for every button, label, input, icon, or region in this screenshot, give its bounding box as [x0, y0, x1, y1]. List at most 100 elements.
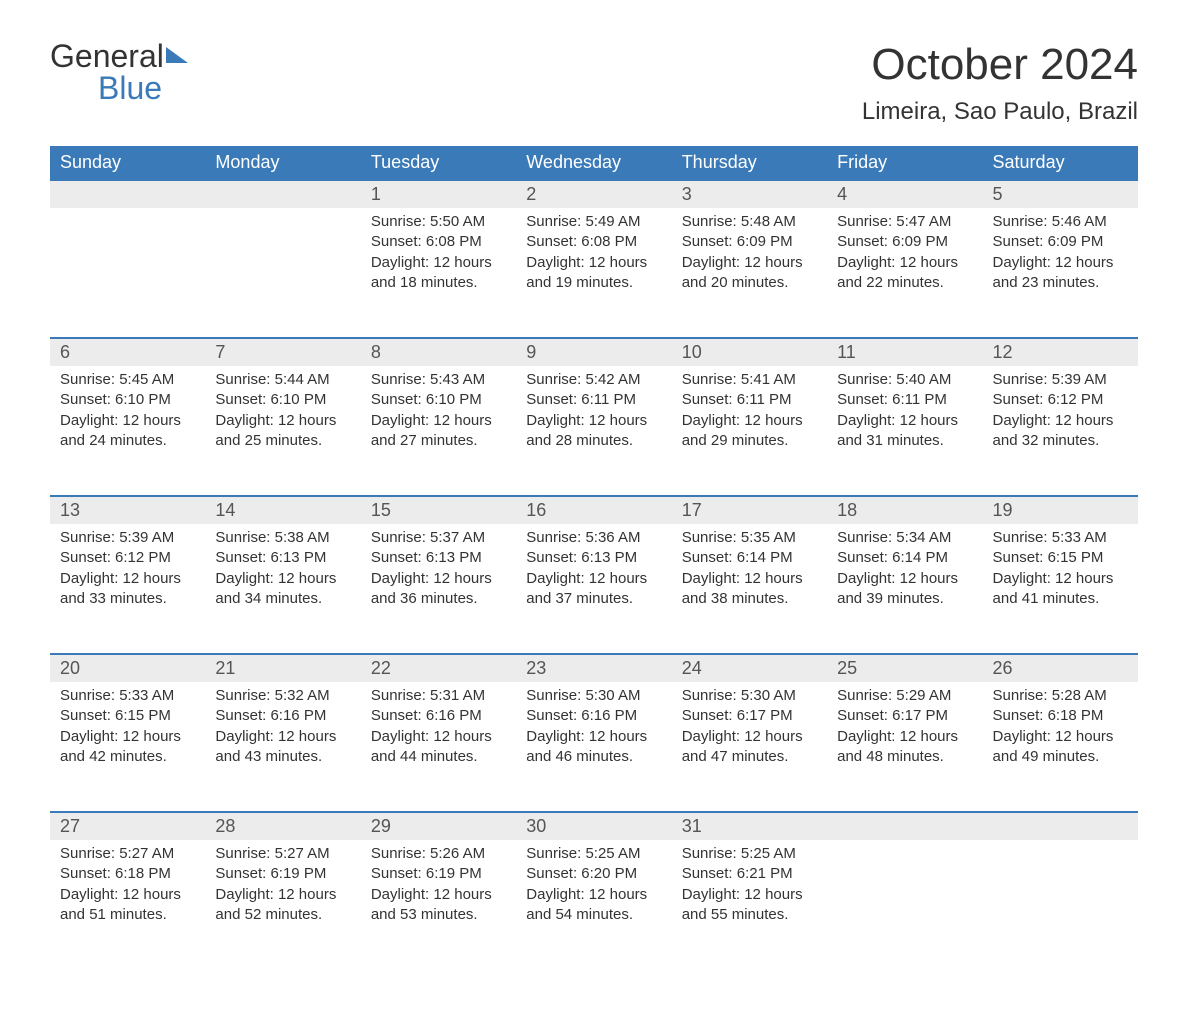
- daylight-text-1: Daylight: 12 hours: [682, 253, 817, 273]
- daylight-text-2: and 20 minutes.: [682, 273, 817, 293]
- sunset-text: Sunset: 6:12 PM: [993, 390, 1128, 410]
- daylight-text-2: and 22 minutes.: [837, 273, 972, 293]
- day-content: Sunrise: 5:27 AMSunset: 6:19 PMDaylight:…: [205, 840, 360, 939]
- day-number: 21: [205, 654, 360, 682]
- sunset-text: Sunset: 6:13 PM: [526, 548, 661, 568]
- day-content: Sunrise: 5:48 AMSunset: 6:09 PMDaylight:…: [672, 208, 827, 307]
- day-content: Sunrise: 5:32 AMSunset: 6:16 PMDaylight:…: [205, 682, 360, 781]
- day-cell: Sunrise: 5:45 AMSunset: 6:10 PMDaylight:…: [50, 366, 205, 496]
- day-cell: Sunrise: 5:26 AMSunset: 6:19 PMDaylight:…: [361, 840, 516, 970]
- daylight-text-1: Daylight: 12 hours: [371, 885, 506, 905]
- daylight-text-1: Daylight: 12 hours: [371, 727, 506, 747]
- day-content: Sunrise: 5:47 AMSunset: 6:09 PMDaylight:…: [827, 208, 982, 307]
- sunrise-text: Sunrise: 5:34 AM: [837, 528, 972, 548]
- daylight-text-2: and 39 minutes.: [837, 589, 972, 609]
- day-cell: Sunrise: 5:27 AMSunset: 6:19 PMDaylight:…: [205, 840, 360, 970]
- daylight-text-2: and 32 minutes.: [993, 431, 1128, 451]
- day-cell: [205, 208, 360, 338]
- daylight-text-1: Daylight: 12 hours: [682, 885, 817, 905]
- day-cell: Sunrise: 5:38 AMSunset: 6:13 PMDaylight:…: [205, 524, 360, 654]
- day-number: [50, 180, 205, 208]
- week-content-row: Sunrise: 5:33 AMSunset: 6:15 PMDaylight:…: [50, 682, 1138, 812]
- day-content: Sunrise: 5:46 AMSunset: 6:09 PMDaylight:…: [983, 208, 1138, 307]
- day-content: Sunrise: 5:41 AMSunset: 6:11 PMDaylight:…: [672, 366, 827, 465]
- daylight-text-1: Daylight: 12 hours: [215, 727, 350, 747]
- day-cell: [983, 840, 1138, 970]
- day-cell: Sunrise: 5:37 AMSunset: 6:13 PMDaylight:…: [361, 524, 516, 654]
- day-content: Sunrise: 5:36 AMSunset: 6:13 PMDaylight:…: [516, 524, 671, 623]
- sunrise-text: Sunrise: 5:43 AM: [371, 370, 506, 390]
- sunset-text: Sunset: 6:10 PM: [60, 390, 195, 410]
- daylight-text-2: and 38 minutes.: [682, 589, 817, 609]
- sunrise-text: Sunrise: 5:49 AM: [526, 212, 661, 232]
- day-content: Sunrise: 5:50 AMSunset: 6:08 PMDaylight:…: [361, 208, 516, 307]
- week-number-row: 2728293031: [50, 812, 1138, 840]
- day-header-thu: Thursday: [672, 146, 827, 180]
- sunrise-text: Sunrise: 5:37 AM: [371, 528, 506, 548]
- daylight-text-1: Daylight: 12 hours: [993, 569, 1128, 589]
- day-number: 31: [672, 812, 827, 840]
- sunrise-text: Sunrise: 5:39 AM: [993, 370, 1128, 390]
- daylight-text-2: and 52 minutes.: [215, 905, 350, 925]
- day-content: Sunrise: 5:39 AMSunset: 6:12 PMDaylight:…: [983, 366, 1138, 465]
- daylight-text-1: Daylight: 12 hours: [371, 411, 506, 431]
- day-content: Sunrise: 5:40 AMSunset: 6:11 PMDaylight:…: [827, 366, 982, 465]
- day-cell: Sunrise: 5:50 AMSunset: 6:08 PMDaylight:…: [361, 208, 516, 338]
- day-header-sun: Sunday: [50, 146, 205, 180]
- daylight-text-1: Daylight: 12 hours: [526, 411, 661, 431]
- logo-top: General: [50, 40, 188, 72]
- day-content: Sunrise: 5:26 AMSunset: 6:19 PMDaylight:…: [361, 840, 516, 939]
- day-cell: Sunrise: 5:33 AMSunset: 6:15 PMDaylight:…: [983, 524, 1138, 654]
- daylight-text-2: and 31 minutes.: [837, 431, 972, 451]
- calendar-table: Sunday Monday Tuesday Wednesday Thursday…: [50, 146, 1138, 970]
- day-number: 15: [361, 496, 516, 524]
- daylight-text-2: and 24 minutes.: [60, 431, 195, 451]
- daylight-text-1: Daylight: 12 hours: [215, 569, 350, 589]
- sunrise-text: Sunrise: 5:31 AM: [371, 686, 506, 706]
- daylight-text-1: Daylight: 12 hours: [60, 411, 195, 431]
- day-content: Sunrise: 5:39 AMSunset: 6:12 PMDaylight:…: [50, 524, 205, 623]
- day-number: 16: [516, 496, 671, 524]
- daylight-text-2: and 46 minutes.: [526, 747, 661, 767]
- week-number-row: 20212223242526: [50, 654, 1138, 682]
- day-number: 7: [205, 338, 360, 366]
- daylight-text-1: Daylight: 12 hours: [215, 411, 350, 431]
- day-content: Sunrise: 5:35 AMSunset: 6:14 PMDaylight:…: [672, 524, 827, 623]
- daylight-text-2: and 23 minutes.: [993, 273, 1128, 293]
- day-number: 30: [516, 812, 671, 840]
- day-number: 23: [516, 654, 671, 682]
- sunset-text: Sunset: 6:17 PM: [682, 706, 817, 726]
- day-cell: Sunrise: 5:25 AMSunset: 6:20 PMDaylight:…: [516, 840, 671, 970]
- sunrise-text: Sunrise: 5:30 AM: [682, 686, 817, 706]
- day-cell: Sunrise: 5:39 AMSunset: 6:12 PMDaylight:…: [983, 366, 1138, 496]
- daylight-text-1: Daylight: 12 hours: [837, 727, 972, 747]
- daylight-text-1: Daylight: 12 hours: [526, 727, 661, 747]
- daylight-text-1: Daylight: 12 hours: [215, 885, 350, 905]
- week-content-row: Sunrise: 5:39 AMSunset: 6:12 PMDaylight:…: [50, 524, 1138, 654]
- sunrise-text: Sunrise: 5:25 AM: [682, 844, 817, 864]
- sunrise-text: Sunrise: 5:47 AM: [837, 212, 972, 232]
- sunrise-text: Sunrise: 5:26 AM: [371, 844, 506, 864]
- sunset-text: Sunset: 6:18 PM: [60, 864, 195, 884]
- sunrise-text: Sunrise: 5:44 AM: [215, 370, 350, 390]
- daylight-text-2: and 44 minutes.: [371, 747, 506, 767]
- day-number: 2: [516, 180, 671, 208]
- sunset-text: Sunset: 6:14 PM: [682, 548, 817, 568]
- month-title: October 2024: [862, 40, 1138, 90]
- sunset-text: Sunset: 6:13 PM: [371, 548, 506, 568]
- sunrise-text: Sunrise: 5:39 AM: [60, 528, 195, 548]
- day-content: Sunrise: 5:31 AMSunset: 6:16 PMDaylight:…: [361, 682, 516, 781]
- daylight-text-2: and 18 minutes.: [371, 273, 506, 293]
- sunrise-text: Sunrise: 5:42 AM: [526, 370, 661, 390]
- day-cell: Sunrise: 5:48 AMSunset: 6:09 PMDaylight:…: [672, 208, 827, 338]
- day-cell: Sunrise: 5:49 AMSunset: 6:08 PMDaylight:…: [516, 208, 671, 338]
- sunset-text: Sunset: 6:20 PM: [526, 864, 661, 884]
- day-content: Sunrise: 5:30 AMSunset: 6:17 PMDaylight:…: [672, 682, 827, 781]
- sunrise-text: Sunrise: 5:50 AM: [371, 212, 506, 232]
- day-number: 13: [50, 496, 205, 524]
- day-header-tue: Tuesday: [361, 146, 516, 180]
- day-number: 3: [672, 180, 827, 208]
- daylight-text-1: Daylight: 12 hours: [837, 253, 972, 273]
- day-number: 22: [361, 654, 516, 682]
- daylight-text-2: and 19 minutes.: [526, 273, 661, 293]
